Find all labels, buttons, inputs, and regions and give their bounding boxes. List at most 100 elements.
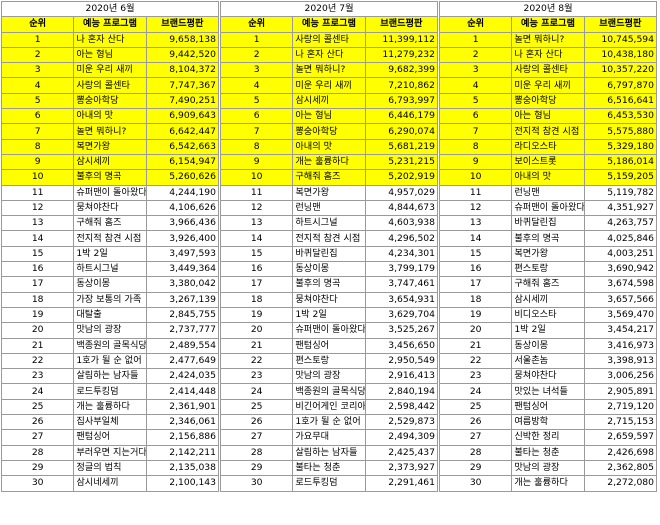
rank-cell: 8 — [438, 138, 513, 155]
table-row: 1 사랑의 콜센타 11,399,112 — [219, 31, 439, 48]
score-cell: 2,845,755 — [145, 306, 220, 324]
program-name-cell: 불후의 명곡 — [511, 230, 585, 247]
score-cell: 2,737,777 — [145, 322, 220, 339]
program-name-cell: 사랑의 콜센타 — [292, 31, 366, 48]
rank-cell: 12 — [219, 199, 294, 217]
rank-cell: 21 — [438, 337, 513, 354]
table-row: 11 런닝맨 5,119,782 — [438, 184, 658, 201]
program-name-cell: 로드투킹덤 — [73, 383, 147, 400]
table-row: 27 가요무대 2,494,309 — [219, 429, 439, 446]
score-cell: 3,657,566 — [583, 291, 658, 308]
score-cell: 4,263,757 — [583, 215, 658, 232]
program-name-cell: 맛남의 광장 — [292, 368, 366, 385]
score-cell: 4,003,251 — [583, 245, 658, 263]
program-name-cell: 뭉쳐야찬다 — [511, 368, 585, 385]
rank-header: 순위 — [438, 16, 513, 33]
score-cell: 7,490,251 — [145, 92, 220, 110]
score-cell: 3,416,973 — [583, 337, 658, 354]
rank-cell: 20 — [219, 322, 294, 339]
score-cell: 3,497,593 — [145, 245, 220, 263]
rank-cell: 5 — [219, 92, 294, 110]
rank-cell: 1 — [219, 31, 294, 48]
score-cell: 2,494,309 — [364, 429, 439, 446]
program-name-cell: 사랑의 콜센타 — [511, 62, 585, 79]
table-row: 25 개는 훌륭하다 2,361,901 — [0, 398, 220, 416]
table-row: 14 불후의 명곡 4,025,846 — [438, 230, 658, 247]
program-name-cell: 바퀴달린집 — [292, 245, 366, 263]
score-cell: 2,840,194 — [364, 383, 439, 400]
table-row: 23 뭉쳐야찬다 3,006,256 — [438, 368, 658, 385]
table-row: 7 놀면 뭐하니? 6,642,447 — [0, 123, 220, 140]
program-name-cell: 나 혼자 산다 — [73, 31, 147, 48]
table-row: 6 아는 형님 6,453,530 — [438, 108, 658, 125]
table-row: 27 신박한 정리 2,659,597 — [438, 429, 658, 446]
score-cell: 3,674,598 — [583, 276, 658, 293]
rank-cell: 11 — [219, 184, 294, 201]
program-name-cell: 편스토랑 — [511, 261, 585, 278]
score-cell: 11,399,112 — [364, 31, 439, 48]
score-cell: 9,442,520 — [145, 46, 220, 64]
program-name-cell: 뭉쳐야찬다 — [292, 291, 366, 308]
rank-cell: 6 — [438, 108, 513, 125]
score-cell: 2,950,549 — [364, 352, 439, 370]
program-name-cell: 구해줘 홈즈 — [292, 169, 366, 186]
rank-cell: 3 — [438, 62, 513, 79]
program-name-cell: 전지적 참견 시점 — [73, 230, 147, 247]
rank-cell: 17 — [0, 276, 75, 293]
program-name-cell: 사랑의 콜센타 — [73, 77, 147, 94]
program-name-cell: 미운 우리 새끼 — [73, 62, 147, 79]
score-cell: 2,291,461 — [364, 475, 439, 492]
rank-cell: 6 — [0, 108, 75, 125]
score-cell: 4,106,626 — [145, 199, 220, 217]
table-row: 7 뽕숭아학당 6,290,074 — [219, 123, 439, 140]
program-name-cell: 불타는 청춘 — [292, 459, 366, 477]
score-cell: 5,681,219 — [364, 138, 439, 155]
table-row: 25 팬텀싱어 2,719,120 — [438, 398, 658, 416]
score-cell: 2,424,035 — [145, 368, 220, 385]
table-row: 20 1박 2일 3,454,217 — [438, 322, 658, 339]
rank-cell: 10 — [219, 169, 294, 186]
rank-cell: 23 — [0, 368, 75, 385]
table-row: 18 뭉쳐야찬다 3,654,931 — [219, 291, 439, 308]
august-2020-table: 2020년 8월 순위 예능 프로그램 브랜드평판 1 놀면 뭐하니? 10,745,594… — [438, 0, 658, 492]
rank-cell: 7 — [219, 123, 294, 140]
score-cell: 2,916,413 — [364, 368, 439, 385]
table-row: 22 편스토랑 2,950,549 — [219, 352, 439, 370]
table-row: 17 불후의 명곡 3,747,461 — [219, 276, 439, 293]
program-name-cell: 삼시세끼 — [511, 291, 585, 308]
score-cell: 3,380,042 — [145, 276, 220, 293]
program-name-cell: 맛남의 광장 — [511, 459, 585, 477]
table-row: 26 여름방학 2,715,153 — [438, 414, 658, 431]
program-name-cell: 1박 2일 — [511, 322, 585, 339]
program-name-cell: 1호가 될 순 없어 — [73, 352, 147, 370]
table-row: 5 삼시세끼 6,793,997 — [219, 92, 439, 110]
rank-cell: 22 — [438, 352, 513, 370]
program-name-cell: 뽕숭아학당 — [292, 123, 366, 140]
program-name-cell: 백종원의 골목식당 — [292, 383, 366, 400]
score-cell: 4,844,673 — [364, 199, 439, 217]
score-cell: 2,361,901 — [145, 398, 220, 416]
program-name-cell: 가장 보통의 가족 — [73, 291, 147, 308]
table-row: 24 백종원의 골목식당 2,840,194 — [219, 383, 439, 400]
rank-cell: 27 — [219, 429, 294, 446]
table-row: 9 보이스트롯 5,186,014 — [438, 153, 658, 171]
program-name-cell: 살림하는 남자들 — [73, 368, 147, 385]
rank-cell: 26 — [438, 414, 513, 431]
rank-cell: 30 — [219, 475, 294, 492]
score-cell: 6,793,997 — [364, 92, 439, 110]
table-row: 21 동상이몽 3,416,973 — [438, 337, 658, 354]
score-cell: 2,100,143 — [145, 475, 220, 492]
rank-cell: 21 — [0, 337, 75, 354]
table-row: 23 맛남의 광장 2,916,413 — [219, 368, 439, 385]
program-name-cell: 비디오스타 — [511, 306, 585, 324]
program-name-cell: 개는 훌륭하다 — [511, 475, 585, 492]
program-name-cell: 동상이몽 — [73, 276, 147, 293]
table-row: 6 아내의 맛 6,909,643 — [0, 108, 220, 125]
rank-cell: 6 — [219, 108, 294, 125]
table-row: 26 집사부일체 2,346,061 — [0, 414, 220, 431]
rank-cell: 13 — [219, 215, 294, 232]
program-name-cell: 개는 훌륭하다 — [292, 153, 366, 171]
program-header: 예능 프로그램 — [73, 16, 147, 33]
